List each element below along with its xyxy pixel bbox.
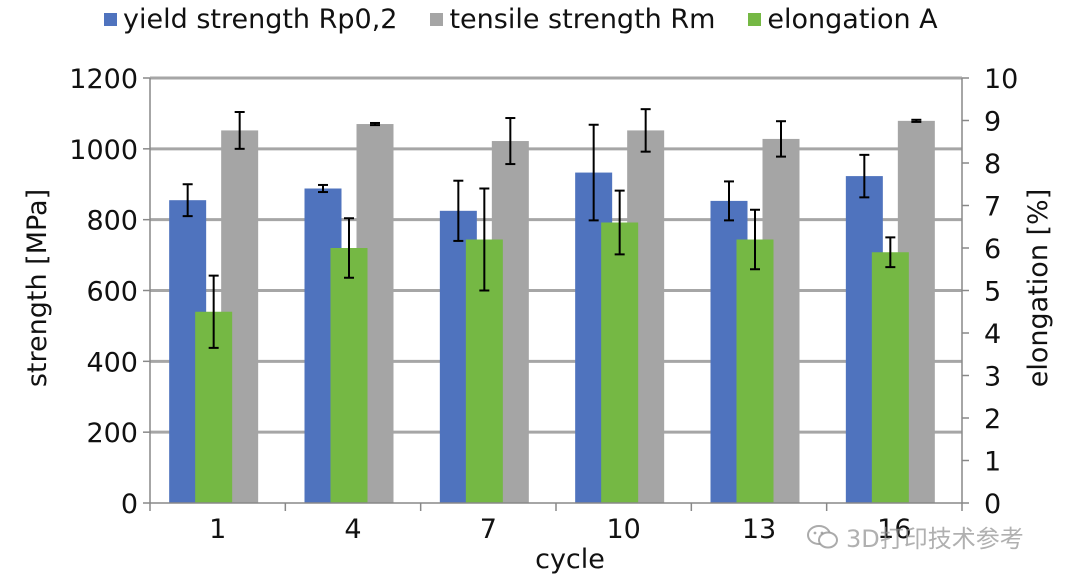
x-tick-label: 10	[606, 514, 640, 545]
y-axis-label: strength [MPa]	[22, 189, 53, 387]
y2-tick-label: 8	[984, 149, 1001, 180]
y2-tick-label: 4	[984, 319, 1001, 350]
x-tick-label: 4	[344, 514, 361, 545]
legend-swatch-tensile	[430, 13, 444, 26]
y2-tick-label: 9	[984, 107, 1001, 138]
y2-tick-label: 1	[984, 447, 1001, 478]
bar-elongation	[736, 239, 774, 503]
y2-axis-label: elongation [%]	[1023, 189, 1054, 387]
gridlines	[150, 76, 962, 434]
legend-label-elongation: elongation A	[767, 4, 938, 35]
y2-tick-label: 10	[984, 64, 1018, 95]
legend-label-tensile: tensile strength Rm	[449, 4, 716, 35]
wechat-icon	[807, 524, 838, 548]
x-tick-label: 7	[480, 514, 497, 545]
y-tick-label: 0	[121, 489, 138, 520]
legend-label-yield: yield strength Rp0,2	[123, 4, 398, 35]
legend-swatch-yield	[104, 13, 117, 26]
y2-tick-label: 0	[984, 489, 1001, 520]
x-tick-label: 16	[877, 514, 911, 545]
y2-tick-label: 5	[984, 277, 1001, 308]
y-tick-label: 600	[86, 277, 138, 308]
y-tick-label: 200	[86, 418, 138, 449]
watermark-text: 3D打印技术参考	[846, 525, 1024, 553]
legend-item-yield: yield strength Rp0,2	[104, 4, 397, 35]
axes	[143, 77, 969, 511]
legend-item-elongation: elongation A	[748, 4, 938, 35]
y2-tick-label: 3	[984, 362, 1001, 393]
bar-elongation	[601, 222, 639, 503]
legend: yield strength Rp0,2 tensile strength Rm…	[104, 4, 971, 35]
bars	[169, 120, 935, 504]
y-tick-label: 1200	[69, 64, 138, 95]
legend-swatch-elongation	[748, 13, 762, 26]
bar-elongation	[871, 252, 909, 503]
y2-tick-label: 7	[984, 192, 1001, 223]
y2-tick-label: 2	[984, 404, 1001, 435]
error-bars	[182, 108, 922, 349]
x-tick-label: 1	[209, 514, 226, 545]
y-tick-label: 1000	[69, 135, 138, 166]
x-tick-label: 13	[742, 514, 776, 545]
bar-elongation	[330, 248, 368, 503]
y-tick-label: 400	[86, 347, 138, 378]
tick-labels: 0 200 400 600 800 1000 1200 0 1 2 3 4 5 6 7 8 9 10 1 4 7 10 13…	[69, 64, 1018, 545]
y-tick-label: 800	[86, 206, 138, 237]
y2-tick-label: 6	[984, 234, 1001, 265]
watermark: 3D打印技术参考	[806, 519, 1024, 554]
x-axis-label: cycle	[535, 544, 605, 575]
legend-item-tensile: tensile strength Rm	[430, 4, 715, 35]
